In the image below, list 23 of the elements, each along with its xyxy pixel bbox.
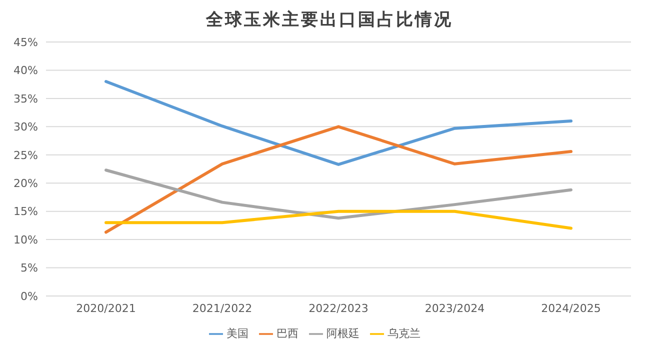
y-tick-label: 40%	[14, 64, 38, 78]
y-tick-label: 25%	[14, 148, 38, 162]
x-tick-label: 2020/2021	[76, 302, 136, 315]
y-tick-label: 45%	[14, 36, 38, 49]
line-series	[104, 125, 572, 234]
legend-label: 乌克兰	[388, 327, 420, 340]
y-tick-label: 0%	[20, 290, 38, 303]
chart-title: 全球玉米主要出口国占比情况	[204, 9, 454, 32]
line-series	[104, 80, 572, 166]
legend-label: 阿根廷	[326, 327, 360, 340]
y-tick-label: 35%	[14, 92, 38, 106]
line-series	[104, 168, 572, 220]
legend-label: 美国	[226, 327, 248, 340]
y-tick-label: 20%	[14, 177, 38, 190]
y-tick-label: 15%	[14, 205, 38, 218]
x-tick-label: 2024/2025	[541, 302, 601, 315]
x-tick-label: 2023/2024	[424, 302, 485, 315]
y-tick-label: 10%	[14, 233, 38, 246]
x-tick-label: 2021/2022	[192, 302, 252, 315]
legend-label: 巴西	[276, 327, 298, 340]
y-tick-label: 5%	[20, 262, 38, 275]
y-tick-label: 30%	[14, 120, 38, 134]
x-tick-label: 2022/2023	[308, 302, 368, 315]
